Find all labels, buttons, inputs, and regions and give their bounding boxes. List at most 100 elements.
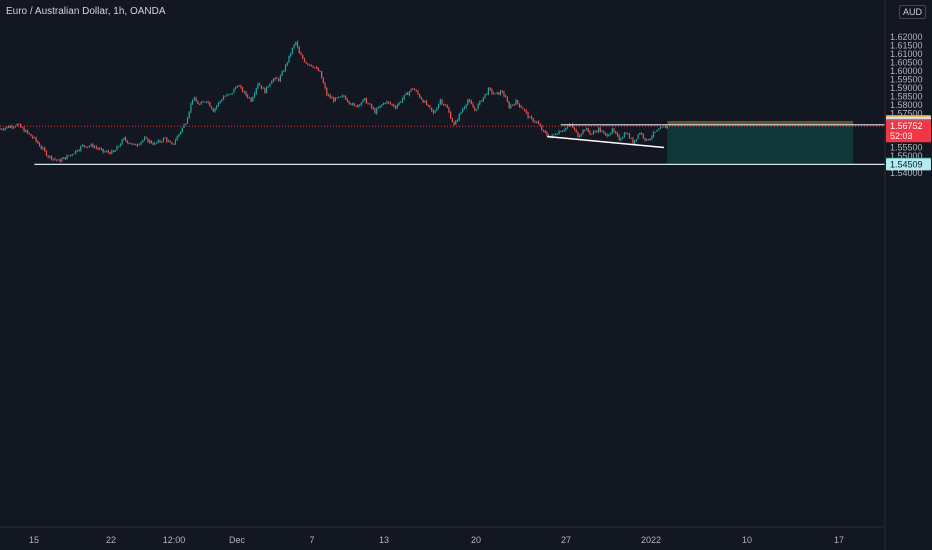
stop-loss-zone [667, 120, 854, 125]
candle-body [400, 101, 402, 103]
candle-body [355, 105, 357, 107]
candle-body [561, 130, 564, 132]
candle-body [85, 146, 87, 148]
candle-body [317, 68, 319, 71]
time-axis[interactable]: 15 22 12:00 Dec 7 13 20 27 2022 10 17 [29, 535, 844, 545]
candle-body [591, 133, 593, 135]
candle-body [536, 121, 538, 123]
candle-body [149, 140, 151, 143]
candle-body [403, 95, 405, 99]
candle-body [257, 83, 259, 89]
candle-body [243, 91, 245, 93]
candle-body [546, 132, 548, 136]
candle-body [47, 155, 49, 158]
candle-body [9, 126, 11, 128]
candle-body [511, 104, 514, 106]
candle-body [174, 140, 177, 144]
candle-body [217, 102, 220, 106]
candle-body [35, 137, 37, 142]
candle-body [345, 96, 347, 100]
candle-body [56, 159, 58, 161]
candle-body [61, 158, 63, 162]
candle-body [451, 118, 453, 123]
candle-body [505, 96, 507, 98]
candle-body [630, 138, 632, 139]
candle-body [625, 133, 627, 135]
candle-body [197, 101, 199, 105]
candle-body [235, 87, 237, 89]
candle-body [143, 137, 146, 141]
price-axis[interactable]: 1.620001.615001.610001.605001.600001.595… [890, 32, 923, 178]
candle-body [20, 124, 22, 128]
candle-body [556, 133, 558, 135]
candle-body [382, 103, 385, 105]
candle-body [551, 134, 553, 138]
time-tick-label: 10 [742, 535, 752, 545]
candle-body [587, 128, 589, 132]
candle-body [350, 103, 352, 105]
candle-body [216, 105, 218, 109]
candle-body [508, 101, 510, 109]
candle-body [138, 144, 140, 145]
candle-body [579, 135, 581, 138]
candle-body [253, 93, 256, 98]
candle-body [530, 116, 533, 119]
candle-body [465, 104, 467, 108]
candle-body [107, 151, 109, 153]
candle-body [26, 130, 29, 133]
candle-body [334, 97, 336, 102]
drawings[interactable] [0, 124, 885, 165]
candle-body [18, 123, 20, 125]
candle-body [468, 99, 471, 101]
candle-body [106, 151, 108, 152]
candle-body [116, 146, 118, 151]
candle-body [200, 102, 202, 105]
candle-body [178, 134, 180, 137]
candle-body [209, 102, 211, 107]
position-tool[interactable] [667, 120, 854, 164]
candle-body [413, 88, 416, 91]
candle-body [326, 88, 328, 96]
currency-badge[interactable]: AUD [899, 5, 927, 19]
candle-body [522, 107, 524, 110]
candle-body [499, 91, 502, 95]
candle-body [395, 106, 397, 109]
candle-body [324, 83, 326, 89]
candle-body [391, 104, 393, 105]
candle-body [42, 147, 44, 149]
candle-body [510, 105, 512, 109]
price-tick-label: 1.59500 [890, 75, 923, 85]
candle-body [76, 150, 78, 152]
candle-body [155, 142, 158, 144]
candle-body [198, 104, 201, 105]
candle-body [40, 146, 42, 149]
candle-body [162, 138, 164, 142]
candle-body [133, 143, 135, 145]
candle-body [135, 144, 137, 146]
candle-body [487, 87, 490, 94]
candle-body [293, 44, 295, 48]
candle-body [370, 104, 373, 108]
price-tick-label: 1.61500 [890, 41, 923, 51]
candle-body [610, 132, 612, 135]
candle-body [92, 144, 94, 148]
candle-body [462, 109, 464, 112]
candle-body [618, 135, 620, 141]
candle-body [181, 127, 183, 132]
candle-body [322, 78, 324, 84]
candle-body [252, 97, 254, 102]
candle-body [386, 101, 388, 103]
candle-body [432, 110, 435, 113]
candle-body [272, 79, 275, 82]
candle-body [603, 131, 605, 133]
candle-body [291, 47, 293, 54]
candle-body [365, 98, 367, 104]
candle-body [513, 104, 515, 106]
candle-body [379, 105, 381, 108]
candle-body [310, 64, 312, 67]
candle-body [284, 64, 287, 71]
candle-body [524, 109, 526, 111]
candle-body [166, 137, 168, 142]
candle-body [635, 139, 637, 141]
